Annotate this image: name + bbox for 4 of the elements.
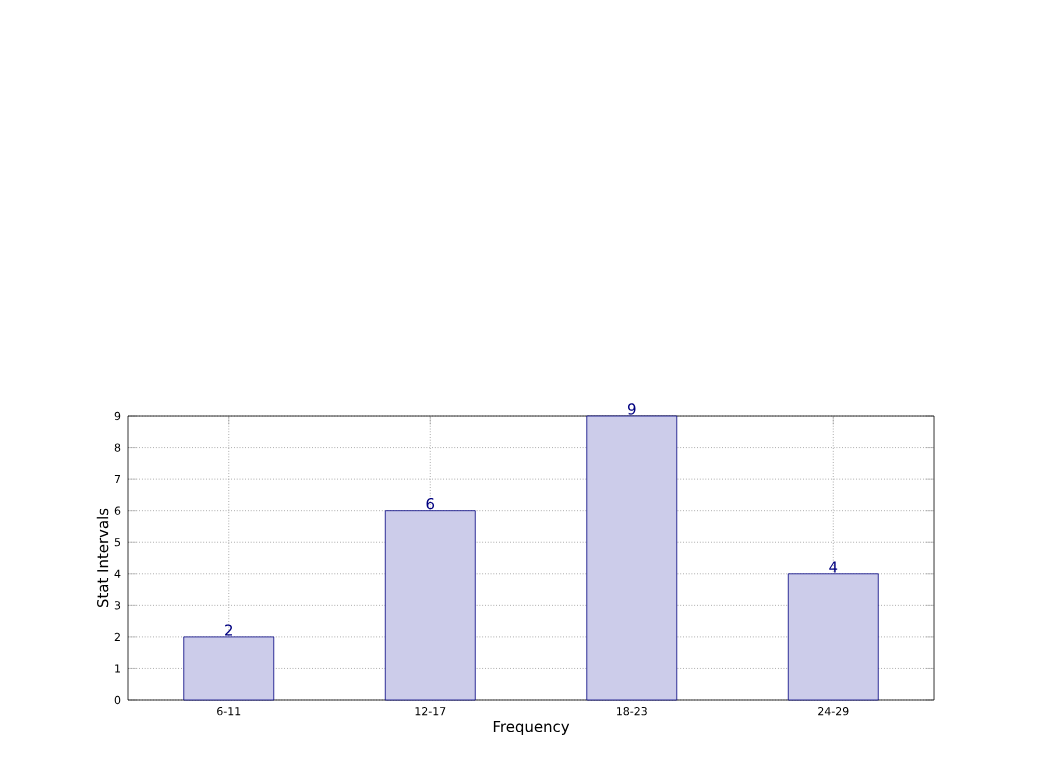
bar <box>183 636 275 701</box>
bar <box>384 510 476 701</box>
bar <box>787 573 879 701</box>
bar <box>586 415 678 701</box>
